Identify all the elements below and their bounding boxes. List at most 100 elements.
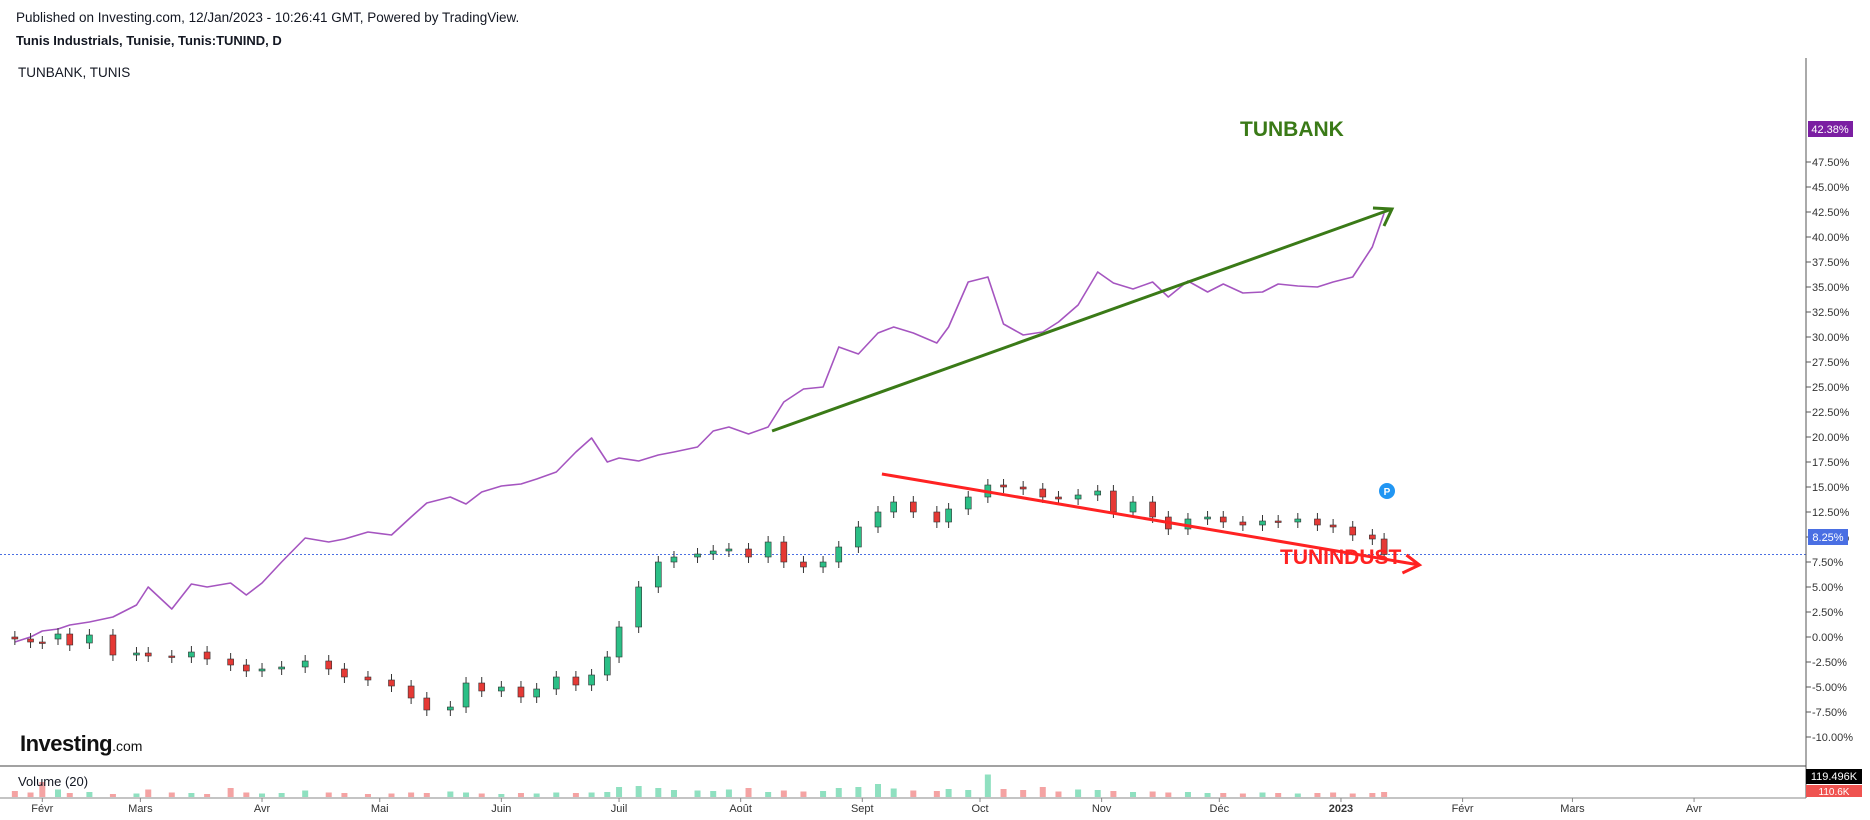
candle[interactable] (572, 671, 580, 691)
marker-badge[interactable]: P (1379, 483, 1395, 499)
candle[interactable] (1294, 513, 1302, 528)
candle[interactable] (910, 496, 917, 518)
candle[interactable] (533, 683, 540, 703)
candle-body (144, 652, 152, 657)
candle[interactable] (855, 521, 862, 553)
tunbank-trend-arrow[interactable] (771, 207, 1393, 433)
candle[interactable] (964, 491, 972, 515)
investing-logo[interactable]: Investing.com (20, 731, 142, 757)
candle[interactable] (1204, 511, 1211, 525)
tunindust-trend-arrow[interactable] (881, 472, 1420, 567)
candle[interactable] (423, 692, 431, 716)
candle[interactable] (203, 646, 211, 665)
candle-body (1369, 534, 1376, 540)
price-axis: 47.50% 45.00% 42.50% 40.00% 37.50% 35.00% 32.5… (1806, 157, 1853, 744)
candle[interactable] (27, 633, 34, 648)
x-tick-label: Juil (611, 803, 628, 815)
x-tick-label: Mars (1560, 803, 1585, 815)
candle[interactable] (1000, 479, 1007, 493)
candle[interactable] (1039, 483, 1047, 503)
volume-bar (498, 794, 505, 797)
candle[interactable] (945, 503, 952, 528)
y-tick-label: 2.50% (1812, 607, 1843, 619)
candle[interactable] (364, 671, 372, 686)
candle-body (1149, 501, 1156, 518)
candle[interactable] (1380, 533, 1388, 561)
candle[interactable] (301, 655, 309, 673)
candle[interactable] (1094, 485, 1102, 501)
candle[interactable] (552, 671, 560, 695)
candle[interactable] (1314, 513, 1321, 531)
candle[interactable] (603, 651, 611, 681)
candle[interactable] (615, 621, 623, 663)
volume-bar (553, 792, 560, 797)
comparison-legend[interactable]: TUNBANK, TUNIS (18, 65, 131, 80)
tunbank-line[interactable] (14, 212, 1385, 643)
candle-body (1019, 486, 1027, 490)
candle[interactable] (654, 556, 662, 593)
candle[interactable] (1219, 511, 1227, 528)
volume-bar (933, 791, 940, 797)
candle[interactable] (258, 663, 266, 677)
candle[interactable] (54, 628, 62, 645)
candle[interactable] (635, 581, 642, 633)
candle[interactable] (890, 496, 897, 518)
candle[interactable] (227, 653, 234, 671)
volume-bar (86, 792, 93, 797)
candle[interactable] (1259, 515, 1266, 531)
candle[interactable] (133, 647, 140, 661)
candle[interactable] (388, 674, 395, 692)
candle[interactable] (478, 677, 486, 697)
candle[interactable] (933, 506, 941, 528)
candle[interactable] (462, 677, 470, 713)
volume-bars (11, 774, 1388, 797)
candle[interactable] (819, 556, 827, 573)
candle-body (1380, 538, 1388, 555)
candle[interactable] (517, 681, 525, 703)
volume-bar (478, 793, 485, 797)
candle[interactable] (694, 548, 701, 563)
candle[interactable] (109, 629, 117, 661)
volume-bar (874, 784, 881, 797)
volume-bar (855, 787, 862, 797)
candle[interactable] (11, 631, 19, 645)
candle-body (933, 511, 941, 523)
candle[interactable] (1329, 519, 1337, 533)
candle[interactable] (1239, 516, 1247, 531)
candle[interactable] (709, 545, 717, 560)
candle[interactable] (498, 681, 505, 697)
candle[interactable] (725, 543, 733, 557)
volume-bar (325, 792, 332, 797)
candle[interactable] (780, 536, 788, 568)
volume-bar (447, 791, 454, 797)
candle[interactable] (835, 541, 843, 568)
candle[interactable] (325, 655, 333, 675)
candle[interactable] (168, 650, 176, 663)
volume-bar (1349, 793, 1356, 797)
candle[interactable] (1129, 496, 1137, 518)
candle[interactable] (874, 506, 882, 533)
candle[interactable] (39, 636, 46, 649)
candle[interactable] (670, 551, 678, 568)
volume-bar (694, 790, 701, 797)
candle[interactable] (800, 556, 807, 573)
candle[interactable] (66, 628, 74, 651)
candle[interactable] (144, 647, 152, 662)
candle[interactable] (1019, 481, 1027, 495)
candle[interactable] (407, 680, 415, 704)
candle[interactable] (588, 669, 595, 691)
candle[interactable] (1074, 489, 1082, 505)
candle[interactable] (1274, 515, 1282, 528)
candle[interactable] (745, 543, 752, 563)
candle[interactable] (764, 536, 772, 563)
candle[interactable] (1349, 521, 1357, 541)
candle[interactable] (447, 701, 454, 716)
candle[interactable] (188, 646, 195, 663)
candle[interactable] (341, 663, 348, 683)
candle-body (517, 686, 525, 698)
candle[interactable] (86, 629, 93, 649)
candle[interactable] (1369, 529, 1376, 545)
candle[interactable] (243, 659, 250, 677)
candle[interactable] (278, 661, 285, 675)
